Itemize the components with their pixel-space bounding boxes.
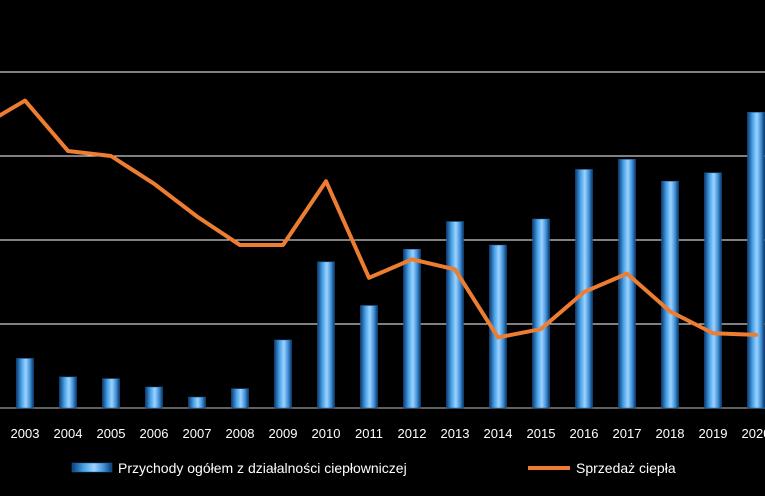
x-tick-label: 2019 bbox=[699, 426, 728, 441]
bar-2017 bbox=[618, 159, 636, 409]
bar-2006 bbox=[145, 386, 163, 409]
legend: Przychody ogółem z działalności ciepłown… bbox=[71, 460, 676, 476]
x-tick-label: 2020 bbox=[742, 426, 765, 441]
bar-2008 bbox=[231, 388, 249, 409]
bar-2019 bbox=[704, 172, 722, 409]
x-tick-label: 2015 bbox=[527, 426, 556, 441]
bar-2020 bbox=[747, 112, 765, 409]
x-tick-label: 2005 bbox=[97, 426, 126, 441]
bar-2004 bbox=[59, 376, 77, 409]
x-axis-ticks: 2003 2004 2005 2006 2007 2008 2009 2010 2011 2012… bbox=[11, 426, 765, 441]
x-tick-label: 2003 bbox=[11, 426, 40, 441]
bar-2018 bbox=[661, 180, 679, 409]
line-series bbox=[0, 98, 758, 340]
x-tick-label: 2004 bbox=[54, 426, 83, 441]
x-tick-label: 2009 bbox=[269, 426, 298, 441]
line-sprzedaz-ciepla bbox=[0, 98, 758, 340]
bar-2012 bbox=[403, 248, 421, 409]
x-tick-label: 2017 bbox=[613, 426, 642, 441]
bar-2009 bbox=[274, 339, 292, 409]
bar-2007 bbox=[188, 396, 206, 409]
x-tick-label: 2014 bbox=[484, 426, 513, 441]
bar-2010 bbox=[317, 261, 335, 409]
bar-2015 bbox=[532, 218, 550, 409]
x-tick-label: 2012 bbox=[398, 426, 427, 441]
x-tick-label: 2008 bbox=[226, 426, 255, 441]
bar-2013 bbox=[446, 221, 464, 409]
bar-2003 bbox=[16, 358, 34, 409]
x-tick-label: 2011 bbox=[355, 426, 383, 441]
legend-label-line: Sprzedaż ciepła bbox=[576, 460, 676, 476]
x-tick-label: 2013 bbox=[441, 426, 470, 441]
gridlines bbox=[0, 71, 765, 409]
bar-2005 bbox=[102, 378, 120, 409]
x-tick-label: 2010 bbox=[312, 426, 341, 441]
legend-label-bars: Przychody ogółem z działalności ciepłown… bbox=[118, 460, 407, 476]
x-tick-label: 2007 bbox=[183, 426, 212, 441]
bar-series bbox=[16, 112, 765, 409]
bar-2011 bbox=[360, 305, 378, 409]
x-tick-label: 2006 bbox=[140, 426, 169, 441]
x-tick-label: 2018 bbox=[656, 426, 685, 441]
legend-swatch-bars bbox=[71, 462, 113, 473]
x-tick-label: 2016 bbox=[570, 426, 599, 441]
